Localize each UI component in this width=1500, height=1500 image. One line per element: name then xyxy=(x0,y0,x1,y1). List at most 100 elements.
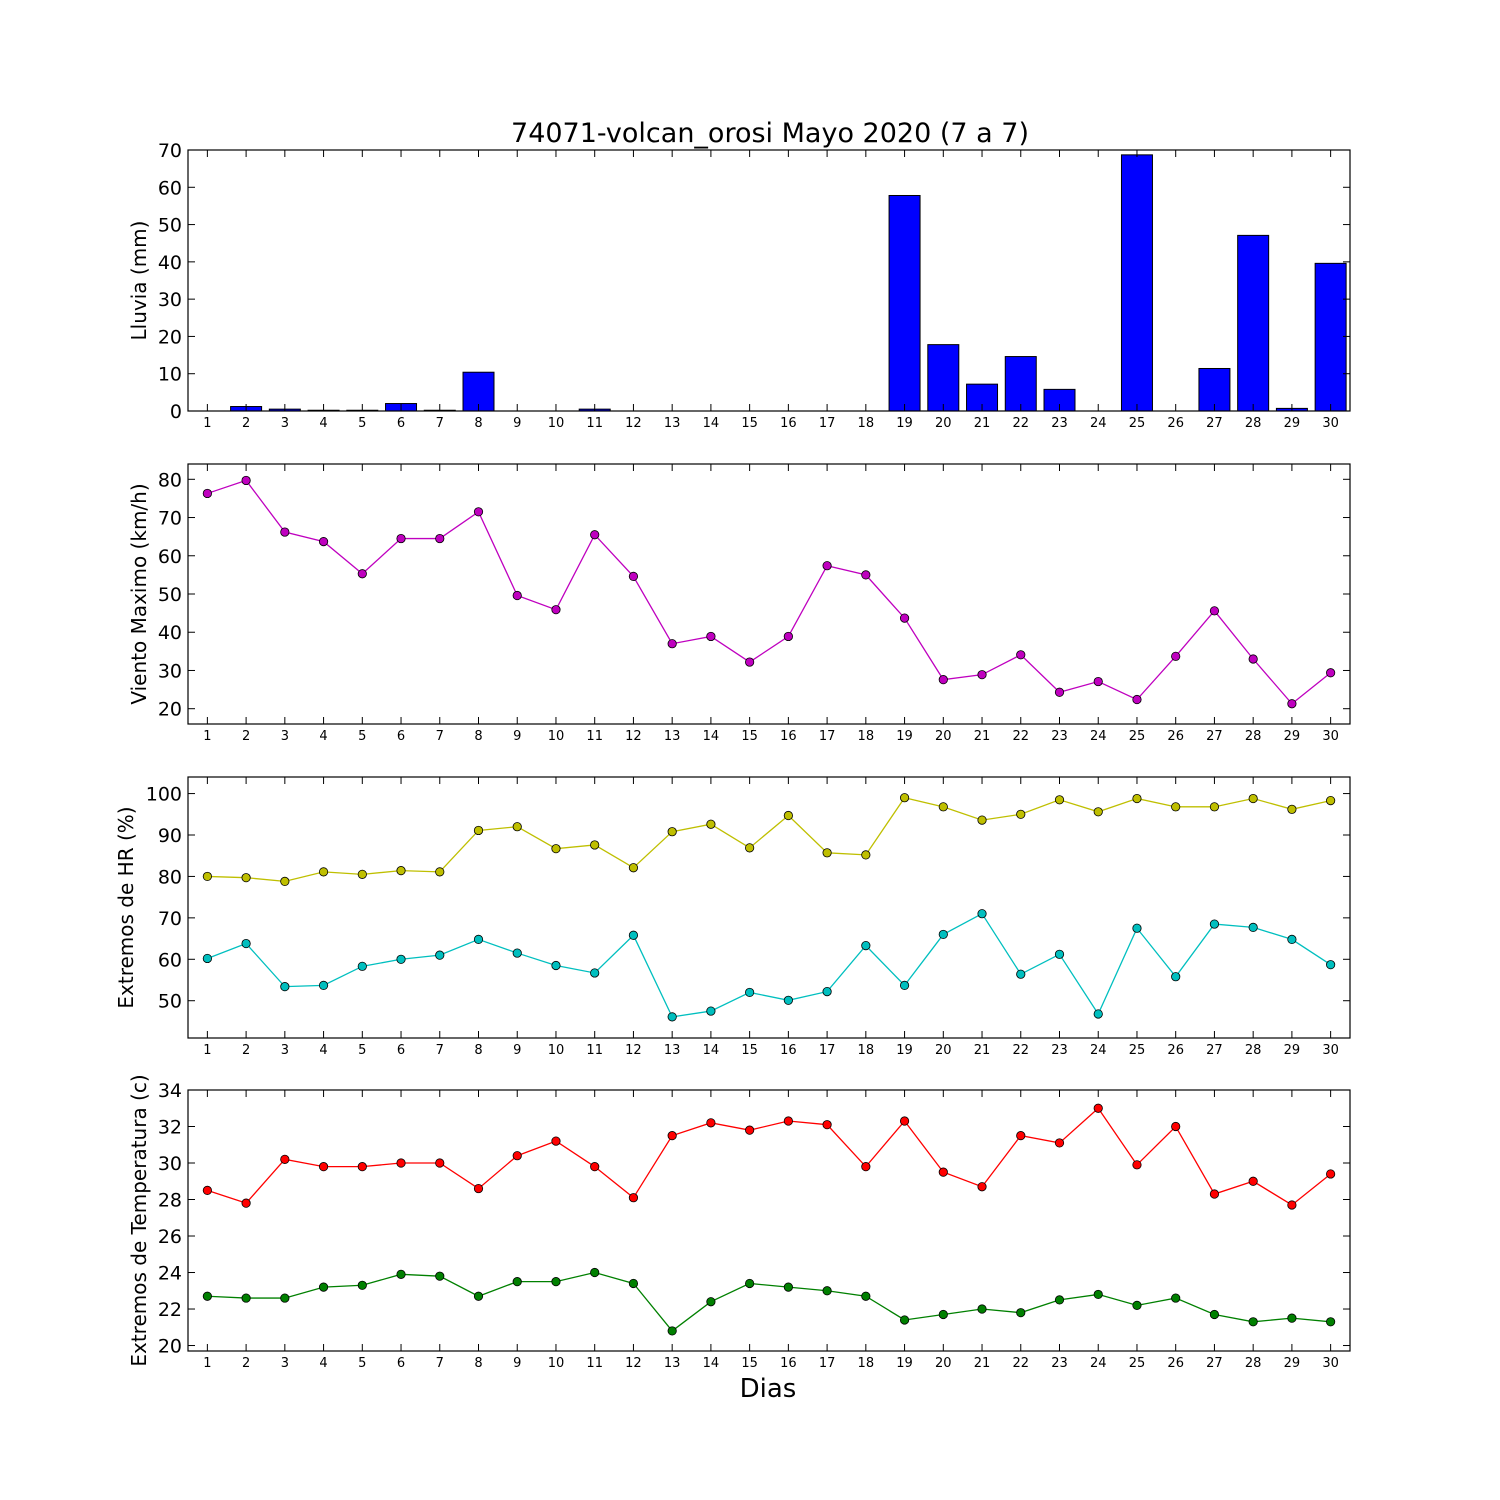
humidity-series-1-point-day-5 xyxy=(357,961,367,971)
humidity-series-0-point-day-4 xyxy=(318,867,329,877)
humidity-series-1-point-day-9 xyxy=(512,948,522,958)
temperature-xtick-label: 25 xyxy=(1129,1356,1146,1371)
temperature-series-0-point-day-16 xyxy=(783,1116,793,1126)
humidity-xtick-label: 8 xyxy=(474,1043,482,1058)
wind-series-0-point-day-19 xyxy=(899,613,910,623)
wind-series-0-point-day-22 xyxy=(1016,650,1026,660)
humidity-series-1-point-day-26 xyxy=(1171,972,1181,982)
rain-axes-frame xyxy=(187,149,1351,412)
rain-xtick-label: 24 xyxy=(1090,416,1107,431)
temperature-series-1-point-day-30 xyxy=(1326,1317,1336,1327)
wind-series-0-point-day-13 xyxy=(667,639,677,649)
humidity-xtick-label: 12 xyxy=(625,1043,642,1058)
wind-xtick-label: 27 xyxy=(1206,729,1223,744)
humidity-ytick-label: 100 xyxy=(146,784,182,806)
rain-xtick-label: 7 xyxy=(436,416,444,431)
humidity-xtick-label: 13 xyxy=(664,1043,681,1058)
humidity-series-0-point-day-20 xyxy=(938,802,948,812)
wind-series-0-point-day-17 xyxy=(822,561,832,571)
humidity-series-0-point-day-11 xyxy=(590,840,600,850)
rain-xtick-label: 29 xyxy=(1284,416,1301,431)
temperature-series-0-point-day-29 xyxy=(1287,1200,1297,1210)
rain-y-axis-label: Lluvia (mm) xyxy=(127,221,151,341)
temperature-series-0-point-day-9 xyxy=(512,1151,522,1161)
temperature-xtick-label: 10 xyxy=(548,1356,565,1371)
wind-xtick-label: 28 xyxy=(1245,729,1262,744)
rain-xtick-label: 16 xyxy=(780,416,797,431)
wind-series-0-line xyxy=(207,479,1332,705)
humidity-series-0-point-day-9 xyxy=(512,822,522,832)
rain-xtick-label: 11 xyxy=(586,416,603,431)
wind-xtick-label: 16 xyxy=(780,729,797,744)
temperature-series-1-point-day-25 xyxy=(1132,1300,1142,1310)
temperature-series-1-point-day-16 xyxy=(783,1282,793,1292)
temperature-series-0-point-day-7 xyxy=(435,1158,445,1168)
humidity-xtick-label: 28 xyxy=(1245,1043,1262,1058)
humidity-series-0-point-day-3 xyxy=(280,876,290,887)
humidity-series-0-point-day-16 xyxy=(783,810,793,821)
temperature-series-1-point-day-11 xyxy=(590,1267,600,1278)
humidity-xtick-label: 27 xyxy=(1206,1043,1223,1058)
wind-xtick-label: 18 xyxy=(858,729,875,744)
wind-series-0-point-day-21 xyxy=(977,670,987,680)
humidity-series-0-point-day-21 xyxy=(977,815,987,825)
wind-xtick-label: 2 xyxy=(242,729,250,744)
humidity-xtick-label: 2 xyxy=(242,1043,250,1058)
humidity-series-0-point-day-12 xyxy=(628,863,639,873)
rain-xtick-label: 28 xyxy=(1245,416,1262,431)
rain-ytick-label: 60 xyxy=(158,177,182,199)
humidity-series-0-point-day-14 xyxy=(706,819,716,829)
temperature-series-1-point-day-9 xyxy=(512,1277,522,1287)
temperature-series-0-point-day-20 xyxy=(938,1167,948,1177)
wind-series-0-point-day-12 xyxy=(628,571,639,582)
humidity-series-1-point-day-27 xyxy=(1209,919,1220,929)
wind-xtick-label: 9 xyxy=(513,729,521,744)
wind-y-axis-label: Viento Maximo (km/h) xyxy=(127,483,151,704)
humidity-xtick-label: 7 xyxy=(436,1043,444,1058)
wind-series-0-point-day-10 xyxy=(551,605,561,615)
rain-xtick-label: 27 xyxy=(1206,416,1223,431)
wind-series-0-point-day-27 xyxy=(1209,606,1220,616)
temperature-series-0-point-day-30 xyxy=(1326,1169,1336,1179)
humidity-series-1-point-day-21 xyxy=(977,909,987,919)
rain-xtick-label: 4 xyxy=(319,416,327,431)
wind-xtick-label: 11 xyxy=(586,729,603,744)
wind-ytick-label: 50 xyxy=(158,584,182,606)
humidity-series-1-point-day-28 xyxy=(1248,922,1258,932)
humidity-series-1-point-day-3 xyxy=(280,982,290,992)
humidity-series-0-point-day-23 xyxy=(1054,795,1065,805)
humidity-series-1-point-day-24 xyxy=(1093,1009,1103,1019)
humidity-ytick-label: 70 xyxy=(158,908,182,930)
bar-day-28 xyxy=(1237,234,1270,412)
humidity-series-0-point-day-17 xyxy=(822,848,832,858)
humidity-series-1-point-day-13 xyxy=(667,1012,677,1022)
wind-series-0-point-day-20 xyxy=(938,675,948,685)
temperature-xtick-label: 6 xyxy=(397,1356,405,1371)
wind-series-0-point-day-11 xyxy=(590,530,600,540)
rain-xtick-label: 21 xyxy=(974,416,991,431)
humidity-xtick-label: 19 xyxy=(896,1043,913,1058)
temperature-xtick-label: 24 xyxy=(1090,1356,1107,1371)
temperature-series-0-point-day-6 xyxy=(396,1158,406,1168)
humidity-ytick-label: 60 xyxy=(158,949,182,971)
humidity-series-1-point-day-7 xyxy=(435,950,445,960)
humidity-xtick-label: 22 xyxy=(1012,1043,1029,1058)
temperature-ytick-label: 26 xyxy=(158,1226,182,1248)
temperature-xtick-label: 19 xyxy=(896,1356,913,1371)
humidity-xtick-label: 23 xyxy=(1051,1043,1068,1058)
rain-xtick-label: 22 xyxy=(1012,416,1029,431)
humidity-xtick-label: 10 xyxy=(548,1043,565,1058)
rain-xtick-label: 2 xyxy=(242,416,250,431)
wind-xtick-label: 8 xyxy=(474,729,482,744)
humidity-series-0-point-day-18 xyxy=(861,850,871,860)
humidity-axes-frame xyxy=(187,776,1351,1039)
temperature-series-0-point-day-5 xyxy=(357,1162,367,1172)
rain-ytick-label: 20 xyxy=(158,326,182,348)
humidity-xtick-label: 24 xyxy=(1090,1043,1107,1058)
temperature-xtick-label: 29 xyxy=(1284,1356,1301,1371)
wind-xtick-label: 25 xyxy=(1129,729,1146,744)
temperature-series-1-point-day-6 xyxy=(396,1269,406,1279)
humidity-series-1-point-day-15 xyxy=(745,987,755,998)
temperature-series-1-point-day-4 xyxy=(318,1282,329,1292)
wind-xtick-label: 30 xyxy=(1322,729,1339,744)
